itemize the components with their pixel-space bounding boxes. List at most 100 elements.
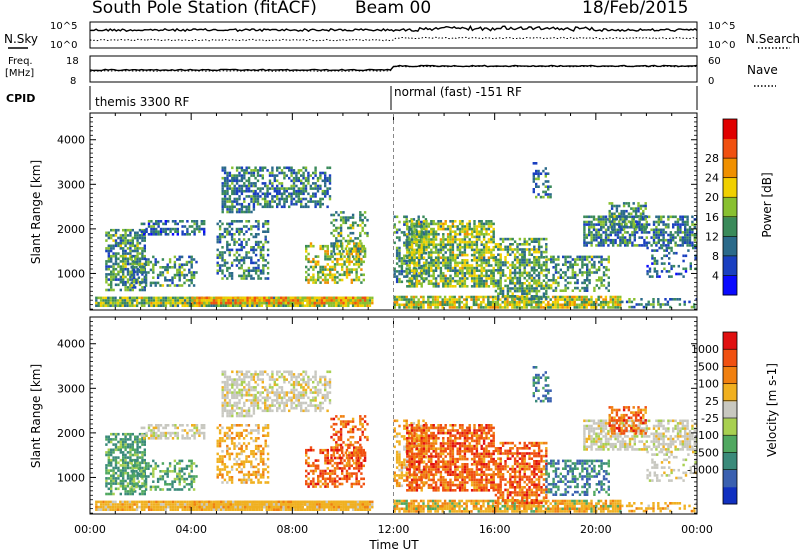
- power-cell: [607, 233, 610, 237]
- power-cell: [240, 240, 243, 244]
- power-cell: [485, 233, 488, 236]
- power-cell: [114, 301, 117, 305]
- power-cell: [640, 236, 644, 239]
- power-cell: [530, 279, 534, 282]
- power-cell: [150, 304, 153, 307]
- power-cell: [652, 303, 655, 306]
- power-cell: [547, 300, 550, 304]
- power-cell: [164, 230, 167, 233]
- power-cell: [585, 215, 588, 219]
- power-cell: [583, 281, 586, 285]
- power-cell: [528, 258, 531, 262]
- velocity-cell: [107, 505, 110, 509]
- power-cell: [344, 296, 348, 300]
- power-cell: [554, 258, 558, 261]
- power-cell: [412, 303, 416, 307]
- power-cell: [586, 255, 589, 259]
- power-cell: [501, 300, 504, 304]
- velocity-cell: [133, 503, 136, 506]
- power-cell: [466, 246, 469, 249]
- power-cell: [223, 169, 227, 172]
- power-cell: [413, 256, 416, 259]
- power-cell: [612, 231, 615, 234]
- power-cell: [480, 256, 483, 259]
- power-cell: [628, 305, 631, 309]
- power-cell: [226, 222, 229, 226]
- power-cell: [275, 304, 278, 307]
- power-cell: [235, 259, 239, 262]
- power-cell: [499, 266, 502, 269]
- power-cell: [307, 179, 310, 183]
- power-cell: [451, 243, 455, 246]
- power-cell: [185, 260, 189, 264]
- power-cell: [475, 238, 479, 241]
- power-cell: [359, 239, 362, 243]
- power-cell: [117, 262, 120, 266]
- power-cell: [203, 227, 206, 231]
- power-cell: [607, 276, 610, 279]
- power-cell: [295, 171, 298, 175]
- power-cell: [360, 273, 363, 277]
- power-cell: [451, 277, 455, 280]
- power-cell: [183, 301, 187, 305]
- power-cell: [480, 222, 483, 226]
- power-cell: [239, 301, 242, 305]
- power-cell: [302, 184, 305, 188]
- power-cell: [250, 277, 253, 280]
- power-cell: [583, 300, 586, 304]
- power-cell: [114, 241, 118, 245]
- power-cell: [309, 244, 313, 248]
- power-cell: [261, 182, 264, 185]
- power-cell: [516, 279, 519, 282]
- power-cell: [542, 263, 546, 267]
- power-cell: [218, 227, 222, 231]
- power-cell: [645, 220, 648, 224]
- power-cell: [193, 222, 196, 226]
- power-cell: [174, 230, 177, 233]
- power-cell: [259, 246, 263, 249]
- power-cell: [518, 258, 522, 262]
- power-cell: [405, 259, 408, 263]
- power-cell: [240, 202, 244, 206]
- power-cell: [521, 271, 524, 275]
- power-cell: [513, 303, 516, 307]
- power-cell: [444, 264, 447, 267]
- power-cell: [454, 238, 457, 241]
- power-cell: [489, 295, 492, 299]
- power-cell: [395, 236, 399, 239]
- power-cell: [276, 179, 279, 183]
- power-cell: [107, 296, 110, 300]
- power-cell: [613, 220, 616, 223]
- power-cell: [250, 269, 253, 272]
- power-cell: [634, 228, 638, 231]
- power-cell: [580, 298, 584, 301]
- power-cell: [110, 273, 113, 276]
- power-cell: [154, 260, 157, 264]
- power-cell: [350, 260, 353, 264]
- power-cell: [540, 253, 543, 256]
- power-cell: [403, 259, 406, 263]
- power-cell: [143, 254, 146, 258]
- power-cell: [592, 236, 596, 239]
- power-cell: [262, 266, 265, 270]
- power-cell: [614, 295, 617, 299]
- power-cell: [335, 301, 338, 305]
- power-cell: [693, 233, 696, 237]
- power-cell: [239, 299, 242, 302]
- power-cell: [186, 296, 189, 300]
- power-cell: [212, 299, 216, 302]
- power-cell: [492, 246, 495, 249]
- power-cell: [226, 189, 229, 193]
- power-cell: [487, 261, 491, 265]
- power-cell: [568, 298, 572, 301]
- power-cell: [340, 296, 343, 300]
- velocity-cell: [123, 508, 127, 511]
- power-cell: [333, 252, 337, 256]
- power-cell: [243, 205, 246, 209]
- nave-right-tick-high: 60: [708, 56, 721, 67]
- power-cell: [604, 303, 608, 307]
- power-cell: [311, 301, 314, 305]
- power-cell: [364, 299, 367, 302]
- power-cell: [429, 303, 432, 307]
